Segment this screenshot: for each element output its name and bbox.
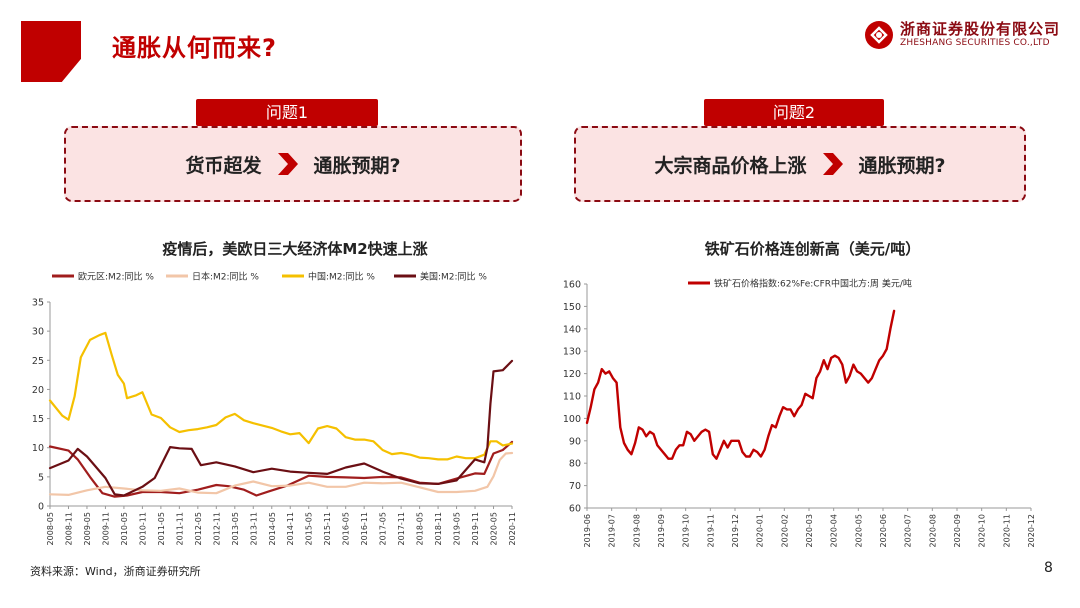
- y-tick-label: 130: [563, 347, 581, 358]
- y-tick-label: 20: [32, 385, 44, 396]
- x-tick-label: 2016-11: [360, 512, 369, 545]
- y-tick-label: 25: [32, 356, 44, 367]
- source-note: 资料来源：Wind，浙商证券研究所: [30, 565, 201, 578]
- x-tick-label: 2018-11: [434, 512, 443, 545]
- question-1-box: 货币超发 通胀预期?: [64, 126, 522, 202]
- x-tick-label: 2019-10: [682, 514, 691, 547]
- y-tick-label: 150: [563, 302, 581, 313]
- x-tick-label: 2019-09: [657, 514, 666, 547]
- x-tick-label: 2020-11: [1002, 514, 1011, 547]
- y-tick-label: 80: [569, 459, 581, 470]
- x-tick-label: 2019-08: [632, 514, 641, 547]
- y-tick-label: 10: [32, 443, 44, 454]
- question-1-right: 通胀预期?: [313, 154, 401, 177]
- x-tick-label: 2015-05: [305, 512, 314, 545]
- x-tick-label: 2019-07: [608, 514, 617, 547]
- y-tick-label: 15: [32, 414, 44, 425]
- chevron-right-icon: [278, 153, 299, 175]
- x-tick-label: 2020-11: [508, 512, 517, 545]
- x-tick-label: 2014-05: [268, 512, 277, 545]
- x-tick-label: 2019-05: [453, 512, 462, 545]
- y-tick-label: 35: [32, 298, 44, 309]
- x-tick-label: 2010-05: [120, 512, 129, 545]
- x-tick-label: 2009-05: [83, 512, 92, 545]
- chevron-right-icon: [823, 153, 844, 175]
- x-tick-label: 2008-05: [46, 512, 55, 545]
- x-tick-label: 2020-12: [1027, 514, 1036, 547]
- y-tick-label: 160: [563, 280, 581, 291]
- x-tick-label: 2012-11: [212, 512, 221, 545]
- x-tick-label: 2020-01: [756, 514, 765, 547]
- x-tick-label: 2020-05: [490, 512, 499, 545]
- y-tick-label: 30: [32, 327, 44, 338]
- x-tick-label: 2020-09: [953, 514, 962, 547]
- y-tick-label: 90: [569, 436, 581, 447]
- x-tick-label: 2009-11: [101, 512, 110, 545]
- chart-2-title: 铁矿石价格连创新高（美元/吨）: [704, 240, 921, 258]
- legend-label: 日本:M2:同比 %: [192, 271, 259, 283]
- legend-label: 欧元区:M2:同比 %: [78, 271, 154, 283]
- logo-name-cn: 浙商证券股份有限公司: [900, 20, 1061, 38]
- question-2-right: 通胀预期?: [858, 154, 946, 177]
- x-tick-label: 2020-10: [978, 514, 987, 547]
- x-tick-label: 2008-11: [64, 512, 73, 545]
- slide-title: 通胀从何而来?: [112, 34, 277, 62]
- x-tick-label: 2011-11: [175, 512, 184, 545]
- x-tick-label: 2020-07: [904, 514, 913, 547]
- y-tick-label: 70: [569, 481, 581, 492]
- question-1-left: 货币超发: [185, 154, 262, 177]
- x-tick-label: 2013-11: [249, 512, 258, 545]
- series-line-1: [48, 440, 514, 498]
- company-logo: 浙商证券股份有限公司 ZHESHANG SECURITIES CO.,LTD: [864, 18, 1064, 52]
- x-tick-label: 2017-05: [379, 512, 388, 545]
- x-tick-label: 2019-12: [731, 514, 740, 547]
- y-tick-label: 0: [38, 502, 44, 513]
- series-line-1: [585, 309, 896, 460]
- x-tick-label: 2020-04: [830, 514, 839, 547]
- x-tick-label: 2020-02: [780, 514, 789, 547]
- y-tick-label: 60: [569, 504, 581, 515]
- y-tick-label: 5: [38, 472, 44, 483]
- x-tick-label: 2014-11: [286, 512, 295, 545]
- x-tick-label: 2020-05: [854, 514, 863, 547]
- question-2-box: 大宗商品价格上涨 通胀预期?: [574, 126, 1026, 202]
- x-tick-label: 2015-11: [323, 512, 332, 545]
- chart-1-title: 疫情后，美欧日三大经济体M2快速上涨: [162, 240, 428, 258]
- x-tick-label: 2020-08: [928, 514, 937, 547]
- x-tick-label: 2017-11: [397, 512, 406, 545]
- x-tick-label: 2012-05: [194, 512, 203, 545]
- logo-name-en: ZHESHANG SECURITIES CO.,LTD: [900, 38, 1050, 48]
- x-tick-label: 2013-05: [231, 512, 240, 545]
- logo-mark-icon: [865, 21, 893, 49]
- series-line-4: [48, 359, 514, 497]
- x-tick-label: 2019-11: [471, 512, 480, 545]
- x-tick-label: 2010-11: [138, 512, 147, 545]
- question-2-left: 大宗商品价格上涨: [654, 154, 807, 177]
- series-line-3: [48, 331, 514, 461]
- x-tick-label: 2020-06: [879, 514, 888, 547]
- x-tick-label: 2018-05: [416, 512, 425, 545]
- y-tick-label: 140: [563, 324, 581, 335]
- x-tick-label: 2019-06: [583, 514, 592, 547]
- y-tick-label: 120: [563, 369, 581, 380]
- x-tick-label: 2011-05: [157, 512, 166, 545]
- x-tick-label: 2020-03: [805, 514, 814, 547]
- question-2-tab: 问题2: [704, 99, 884, 126]
- x-tick-label: 2016-05: [342, 512, 351, 545]
- question-1-tab: 问题1: [196, 99, 378, 126]
- y-tick-label: 100: [563, 414, 581, 425]
- y-tick-label: 110: [563, 392, 581, 403]
- legend-label: 铁矿石价格指数:62%Fe:CFR中国北方:周 美元/吨: [714, 278, 912, 290]
- legend-label: 美国:M2:同比 %: [420, 271, 487, 283]
- legend-label: 中国:M2:同比 %: [308, 271, 375, 283]
- page-number: 8: [1044, 560, 1053, 576]
- x-tick-label: 2019-11: [706, 514, 715, 547]
